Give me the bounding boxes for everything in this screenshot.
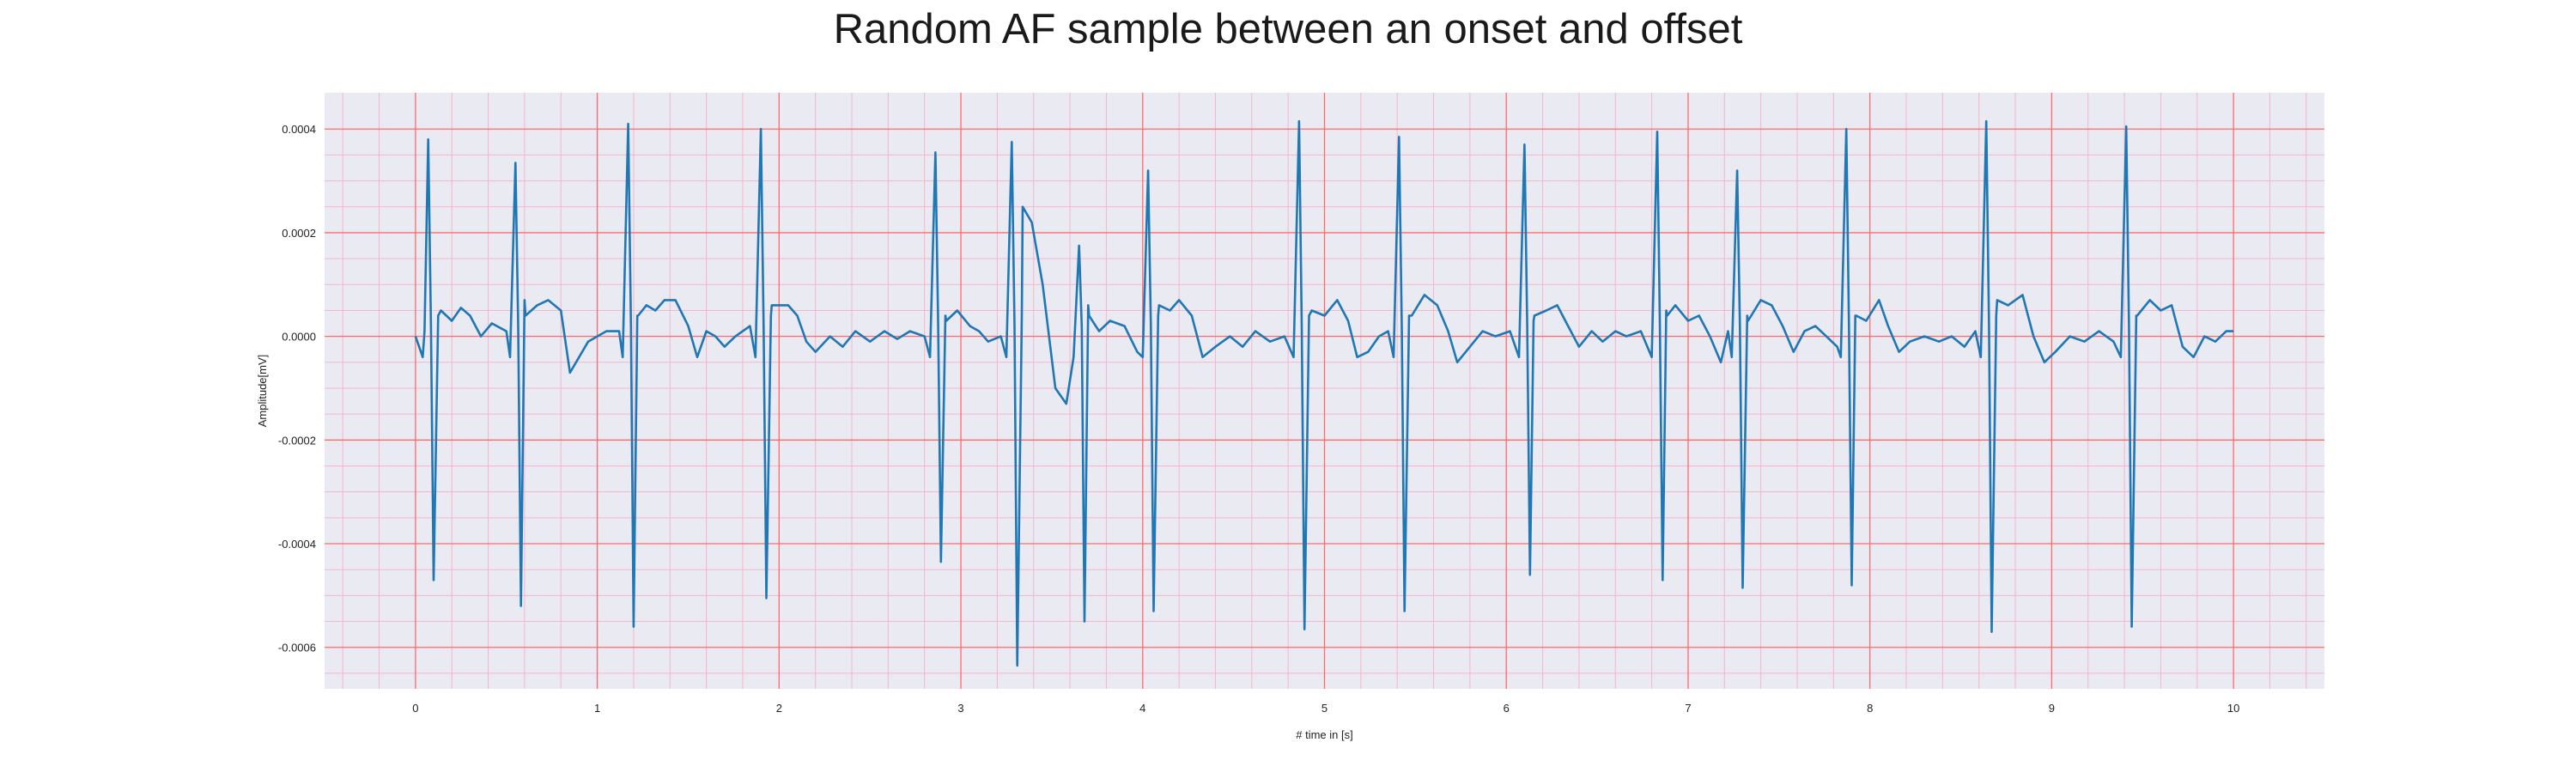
y-tick-label: 0.0002	[282, 227, 316, 240]
x-tick-label: 0	[412, 702, 418, 715]
chart-title: Random AF sample between an onset and of…	[833, 6, 1743, 52]
major-grid	[325, 93, 2324, 689]
y-tick-label: 0.0004	[282, 123, 316, 136]
x-tick-label: 1	[594, 702, 600, 715]
x-axis-label: # time in [s]	[1296, 728, 1352, 741]
ecg-series-line	[414, 119, 2234, 667]
y-tick-label: -0.0002	[278, 434, 316, 447]
y-axis-label: Amplitude[mV]	[256, 355, 269, 428]
y-tick-label: 0.0000	[282, 331, 316, 344]
x-tick-label: 9	[2049, 702, 2055, 715]
x-tick-label: 3	[957, 702, 963, 715]
x-tick-label: 7	[1685, 702, 1691, 715]
x-tick-label: 5	[1321, 702, 1327, 715]
y-axis-ticks: -0.0006 -0.0004 -0.0002 0.0000 0.0002 0.0004	[278, 123, 316, 654]
x-tick-label: 8	[1867, 702, 1873, 715]
x-tick-label: 2	[776, 702, 782, 715]
y-tick-label: -0.0004	[278, 538, 316, 551]
y-tick-label: -0.0006	[278, 642, 316, 654]
x-tick-label: 4	[1139, 702, 1145, 715]
x-tick-label: 10	[2227, 702, 2239, 715]
x-tick-label: 6	[1504, 702, 1510, 715]
x-axis-ticks: 0 1 2 3 4 5 6 7 8 9 10	[412, 702, 2239, 715]
